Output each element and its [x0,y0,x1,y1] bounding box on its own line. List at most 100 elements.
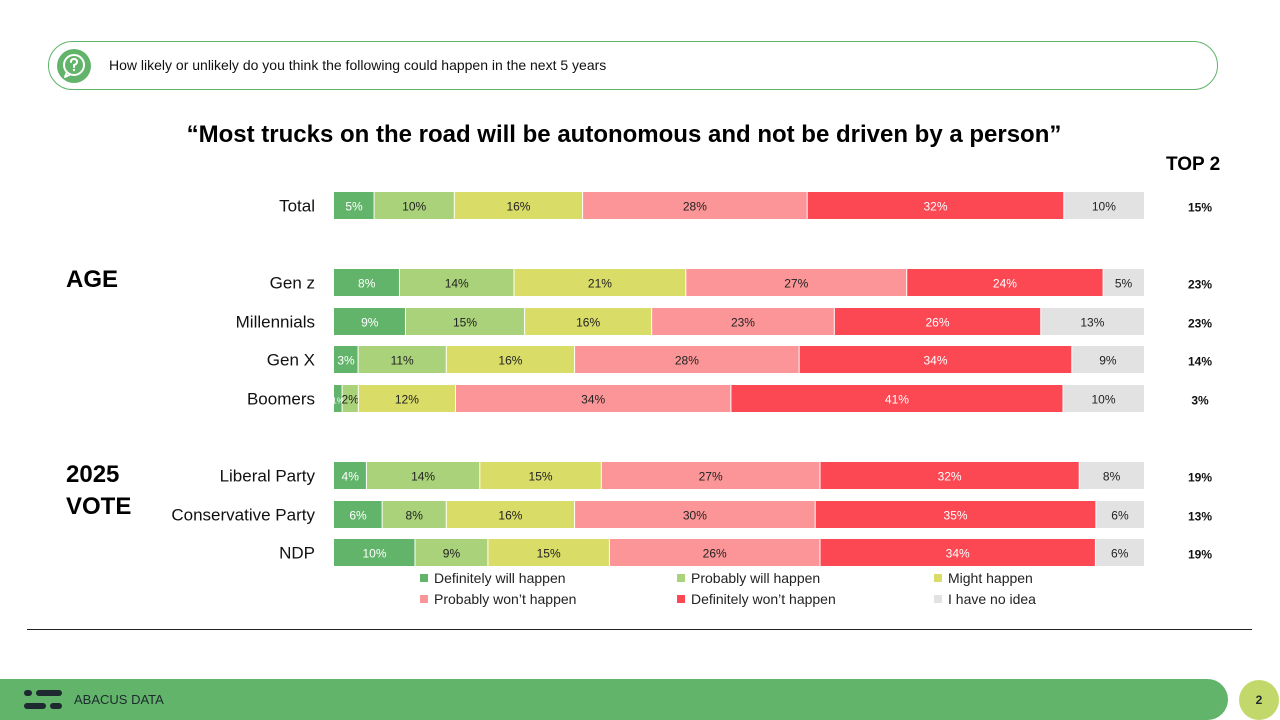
data-label: 12% [395,393,419,407]
category-label: NDP [279,544,315,563]
bar-segment [799,346,1072,373]
data-label: 28% [675,354,699,368]
category-label: Total [279,197,315,216]
legend-label: Probably will happen [691,570,821,586]
bar-segment [1063,385,1144,412]
legend-item: Might happen [934,570,1033,586]
data-label: 30% [683,509,707,523]
data-label: 27% [699,470,723,484]
bar-segment [479,462,602,489]
bar-segment [1040,308,1144,335]
legend-item: Probably will happen [677,570,820,586]
data-label: 9% [361,316,379,330]
bar-segment [651,308,835,335]
data-label: 35% [944,509,968,523]
data-label: 32% [938,470,962,484]
data-label: 8% [358,277,376,291]
data-label: 32% [923,200,947,214]
data-label: 14% [445,277,469,291]
question-text: How likely or unlikely do you think the … [109,57,607,73]
bar-segment [415,539,488,566]
data-label: 6% [1111,509,1129,523]
footer-bar: ABACUS DATA [0,679,1228,720]
data-label: 34% [581,393,605,407]
data-label: 16% [576,316,600,330]
data-label: 10% [362,547,386,561]
bar-segment [906,269,1104,296]
bar-segment [574,346,800,373]
data-label: 11% [391,354,414,368]
bar-segment [446,501,575,528]
data-label: 10% [1092,200,1116,214]
bar-segment [405,308,525,335]
bar-segment [334,385,343,412]
abacus-logo-icon [24,690,62,709]
top2-value: 15% [1188,201,1212,215]
data-label: 6% [1111,547,1129,561]
data-label: 15% [537,547,561,561]
section-label-vote-year: 2025 [66,461,120,488]
data-label: 23% [731,316,755,330]
bar-segment [1103,269,1144,296]
data-label: 21% [588,277,612,291]
bar-segment [807,192,1064,219]
category-label: Gen z [270,274,315,293]
bar-segment [574,501,816,528]
legend-swatch [420,574,428,582]
bar-segment [1079,462,1144,489]
legend-item: I have no idea [934,591,1036,607]
top2-value: 14% [1188,355,1212,369]
bar-segment [334,269,400,296]
question-box: How likely or unlikely do you think the … [48,41,1218,90]
bar-segment [514,269,686,296]
data-label: 10% [1091,393,1115,407]
bar-segment [454,192,583,219]
divider [27,629,1252,630]
bar-segment [358,346,447,373]
legend-swatch [934,574,942,582]
section-label-age: AGE [66,266,119,293]
bar-segment [524,308,652,335]
legend-label: Probably won’t happen [434,591,577,607]
bar-segment [1095,539,1144,566]
legend-item: Definitely won’t happen [677,591,836,607]
chart-title: “Most trucks on the road will be autonom… [186,121,1062,148]
category-label: Gen X [267,351,315,370]
bar-segment [609,539,820,566]
legend-label: Definitely won’t happen [691,591,836,607]
data-label: 28% [683,200,707,214]
data-label: 16% [498,509,522,523]
data-label: 34% [923,354,947,368]
bar-segment [487,539,610,566]
bar-segment [730,385,1063,412]
data-label: 15% [529,470,553,484]
data-label: 5% [1115,277,1133,291]
bar-segment [582,192,808,219]
bar-segment [446,346,575,373]
legend-swatch [934,595,942,603]
data-label: 2% [342,393,360,407]
legend-swatch [677,595,685,603]
data-label: 41% [885,393,909,407]
top2-value: 23% [1188,317,1212,331]
legend-label: I have no idea [948,591,1036,607]
data-label: 5% [345,200,363,214]
bar-segment [815,501,1096,528]
bar-segment [382,501,447,528]
page-number: 2 [1239,680,1279,720]
bar-segment [334,346,359,373]
data-label: 13% [1080,316,1104,330]
data-label: 26% [703,547,727,561]
data-label: 10% [402,200,426,214]
data-label: 1% [332,397,344,406]
category-label: Conservative Party [171,506,315,525]
footer-brand: ABACUS DATA [74,692,164,707]
bar-segment [334,192,375,219]
data-label: 27% [784,277,808,291]
data-label: 6% [349,509,367,523]
data-label: 4% [342,470,360,484]
legend-label: Definitely will happen [434,570,566,586]
top2-value: 13% [1188,510,1212,524]
bar-segment [334,501,383,528]
data-label: 9% [1099,354,1117,368]
